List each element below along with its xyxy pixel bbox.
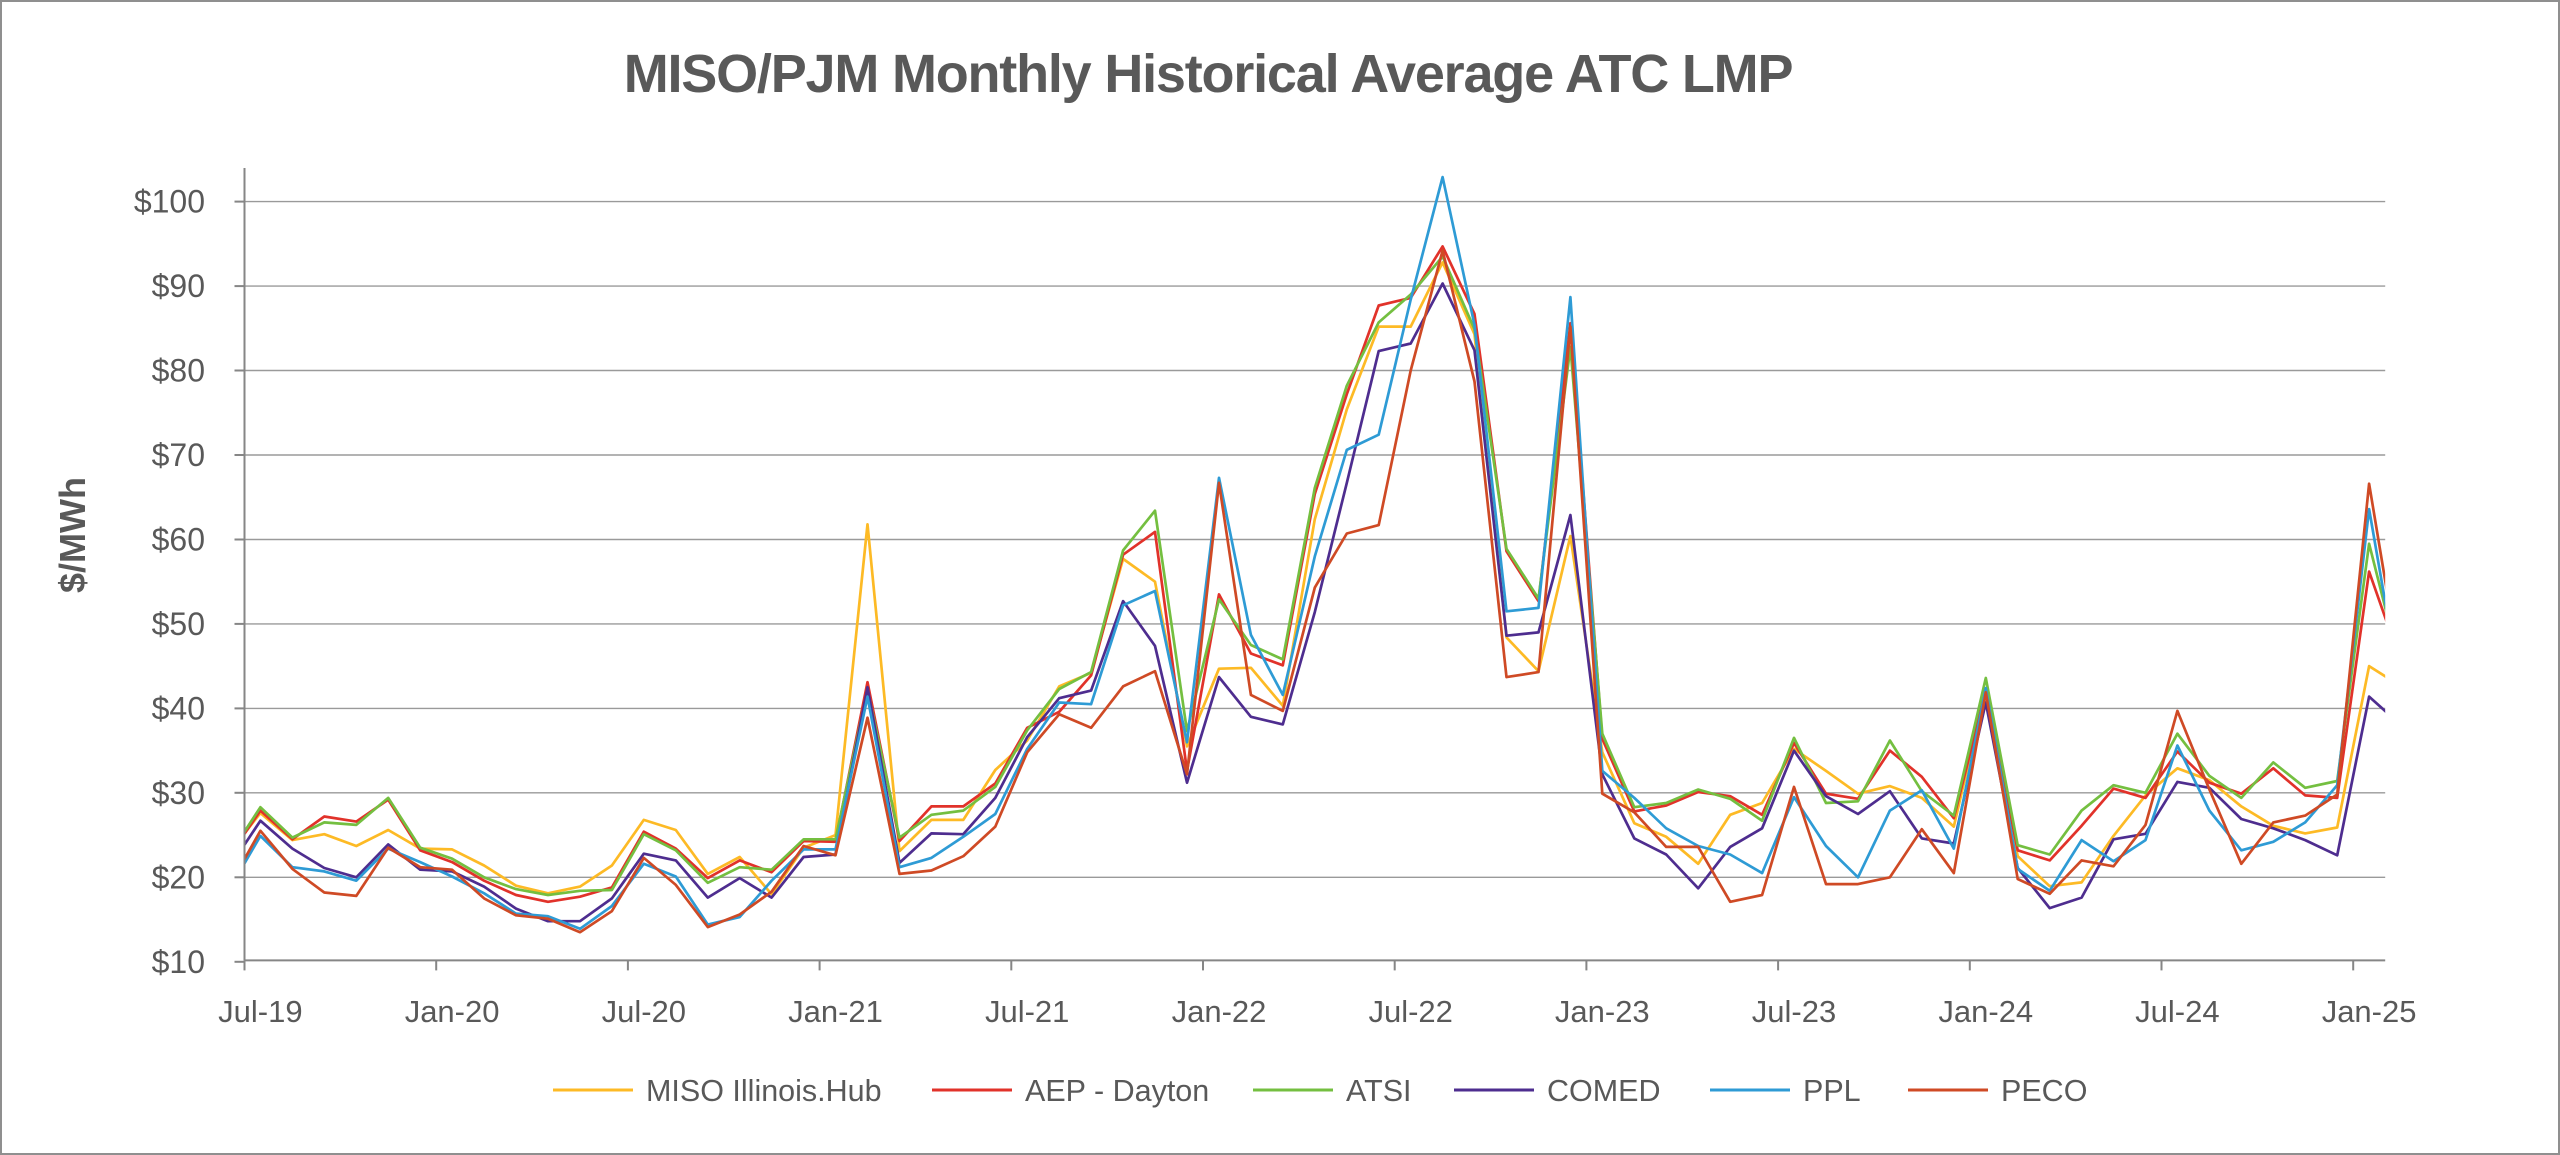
- svg-text:$20: $20: [152, 859, 205, 895]
- svg-text:Jul-24: Jul-24: [2135, 994, 2219, 1029]
- svg-text:Jan-23: Jan-23: [1555, 994, 1650, 1029]
- svg-text:AEP - Dayton: AEP - Dayton: [1025, 1074, 1209, 1108]
- svg-text:PPL: PPL: [1803, 1074, 1861, 1108]
- svg-text:PECO: PECO: [2001, 1074, 2087, 1108]
- svg-text:$30: $30: [152, 775, 205, 811]
- svg-text:Jul-20: Jul-20: [602, 994, 686, 1029]
- svg-text:$90: $90: [152, 268, 205, 304]
- svg-text:Jul-22: Jul-22: [1368, 994, 1452, 1029]
- svg-text:COMED: COMED: [1547, 1074, 1661, 1108]
- svg-text:$/MWh: $/MWh: [52, 477, 93, 593]
- svg-text:MISO Illinois.Hub: MISO Illinois.Hub: [646, 1074, 882, 1108]
- svg-text:$40: $40: [152, 690, 205, 726]
- svg-text:Jan-20: Jan-20: [405, 994, 500, 1029]
- svg-text:$70: $70: [152, 437, 205, 473]
- svg-text:ATSI: ATSI: [1346, 1074, 1412, 1108]
- svg-text:Jul-21: Jul-21: [985, 994, 1069, 1029]
- svg-text:Jan-25: Jan-25: [2322, 994, 2417, 1029]
- svg-text:Jan-24: Jan-24: [1938, 994, 2033, 1029]
- svg-text:Jul-19: Jul-19: [218, 994, 302, 1029]
- svg-text:Jul-23: Jul-23: [1752, 994, 1836, 1029]
- svg-text:Jan-22: Jan-22: [1172, 994, 1267, 1029]
- svg-text:$50: $50: [152, 606, 205, 642]
- svg-text:Jan-21: Jan-21: [788, 994, 883, 1029]
- svg-text:$100: $100: [134, 184, 205, 220]
- svg-text:$60: $60: [152, 522, 205, 558]
- svg-text:$10: $10: [152, 944, 205, 980]
- svg-text:$80: $80: [152, 353, 205, 389]
